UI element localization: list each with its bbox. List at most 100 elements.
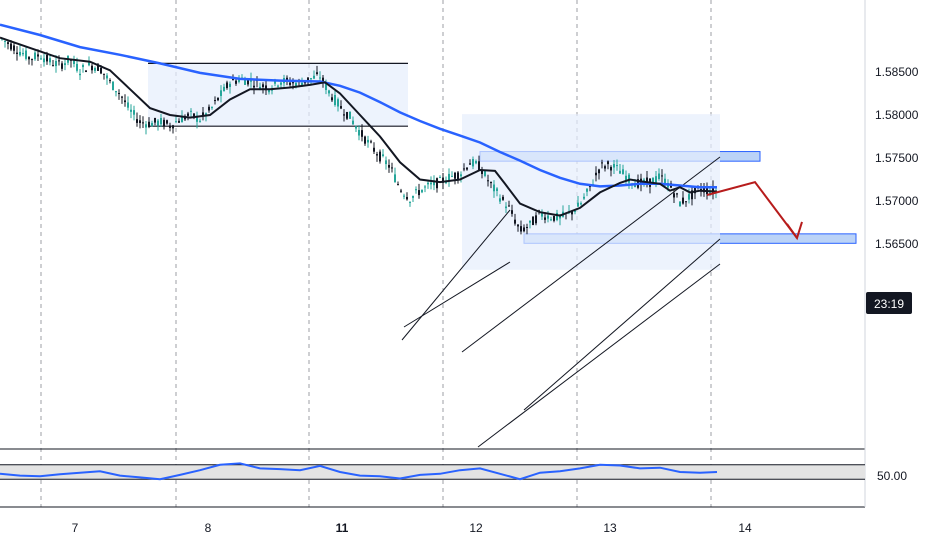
- candle-body: [382, 154, 384, 156]
- date-tick-label: 11: [336, 521, 349, 535]
- candle-body: [673, 193, 675, 198]
- candle-body: [118, 93, 120, 95]
- candle-body: [193, 113, 195, 118]
- candle-body: [217, 97, 219, 101]
- candle-body: [511, 210, 513, 214]
- channel-line: [403, 261, 511, 328]
- candle-body: [139, 120, 141, 124]
- candle-body: [478, 161, 480, 171]
- candle-body: [112, 81, 114, 91]
- date-tick-label: 13: [603, 521, 617, 535]
- price-axis[interactable]: 1.58500 1.58000 1.57500 1.57000 1.56500: [875, 65, 919, 251]
- candle-body: [691, 190, 693, 200]
- candle-body: [148, 121, 150, 127]
- candle-body: [295, 82, 297, 87]
- time-axis[interactable]: 7 8 11 12 13 14: [72, 521, 752, 535]
- candle-body: [484, 170, 486, 176]
- candle-body: [421, 189, 423, 193]
- candle-body: [40, 58, 42, 60]
- candle-body: [214, 100, 216, 102]
- candle-body: [235, 80, 237, 84]
- candle-body: [463, 168, 465, 170]
- price-tick-label: 1.57500: [875, 151, 919, 165]
- candle-body: [664, 178, 666, 186]
- candle-body: [472, 158, 474, 167]
- candle-body: [331, 97, 333, 101]
- candle-body: [310, 78, 312, 80]
- channel-line: [523, 238, 721, 411]
- candle-body: [559, 215, 561, 219]
- candle-body: [154, 117, 156, 123]
- candle-body: [178, 120, 180, 123]
- candle-body: [337, 99, 339, 107]
- candle-body: [373, 147, 375, 152]
- candle-body: [319, 77, 321, 79]
- candle-body: [466, 167, 468, 170]
- oscillator-tick-label: 50.00: [877, 469, 907, 483]
- oscillator-line: [0, 462, 718, 481]
- candle-body: [502, 196, 504, 200]
- candle-body: [496, 188, 498, 192]
- candle-body: [379, 151, 381, 162]
- candle-body: [415, 189, 417, 191]
- candle-body: [493, 184, 495, 192]
- candle-body: [412, 195, 414, 198]
- candle-body: [73, 59, 75, 65]
- candle-body: [580, 203, 582, 205]
- candle-body: [334, 95, 336, 106]
- candle-body: [607, 161, 609, 165]
- oscillator-axis[interactable]: 50.00: [877, 469, 907, 483]
- candle-body: [226, 82, 228, 89]
- candle-body: [646, 177, 648, 184]
- candle-body: [685, 201, 687, 203]
- candle-body: [79, 73, 81, 76]
- forecast-path: [706, 180, 798, 239]
- candle-body: [406, 196, 408, 200]
- candle-body: [115, 91, 117, 93]
- candle-body: [661, 175, 663, 177]
- candle-body: [181, 116, 183, 123]
- candle-body: [55, 60, 57, 67]
- candle-body: [268, 89, 270, 93]
- price-tag-box: [866, 292, 912, 314]
- candle-body: [253, 85, 255, 88]
- candle-body: [517, 224, 519, 227]
- candle-body: [475, 161, 477, 164]
- candle-body: [457, 172, 459, 180]
- candle-body: [655, 176, 657, 183]
- candle-body: [400, 190, 402, 192]
- candle-body: [247, 79, 249, 85]
- candle-body: [376, 154, 378, 156]
- candle-body: [208, 106, 210, 111]
- candle-body: [322, 77, 324, 83]
- candle-body: [28, 57, 30, 60]
- candle-body: [169, 125, 171, 128]
- candle-body: [445, 181, 447, 184]
- date-tick-label: 12: [469, 521, 483, 535]
- candle-body: [184, 116, 186, 120]
- candle-body: [37, 54, 39, 57]
- candle-body: [127, 102, 129, 108]
- candle-body: [535, 215, 537, 224]
- candle-body: [19, 51, 21, 56]
- candle-body: [82, 64, 84, 68]
- candle-body: [349, 111, 351, 119]
- candle-body: [94, 67, 96, 71]
- candle-body: [262, 84, 264, 88]
- price-tick-label: 1.56500: [875, 237, 919, 251]
- candle-body: [433, 180, 435, 186]
- candle-body: [439, 177, 441, 179]
- candle-body: [130, 109, 132, 112]
- candle-body: [451, 175, 453, 177]
- candle-body: [352, 120, 354, 125]
- candle-body: [583, 196, 585, 199]
- candle-body: [76, 63, 78, 71]
- candle-body: [481, 170, 483, 175]
- candle-body: [301, 82, 303, 87]
- candle-body: [385, 160, 387, 165]
- candle-body: [361, 130, 363, 137]
- date-tick-label: 8: [205, 521, 212, 535]
- candle-body: [280, 82, 282, 85]
- price-tick-label: 1.57000: [875, 194, 919, 208]
